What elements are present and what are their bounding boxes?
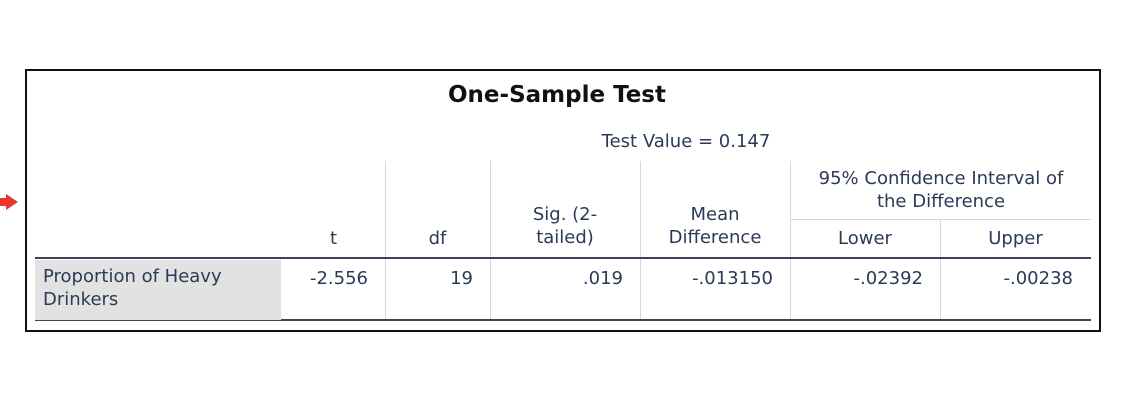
ci-header-divider: [791, 219, 1091, 220]
row-label-line2: Drinkers: [43, 289, 119, 310]
row-marker-arrow-icon: [0, 194, 18, 210]
cell-df: 19: [450, 268, 473, 289]
cell-lower: -.02392: [853, 268, 923, 289]
col-divider: [640, 161, 641, 320]
col-header-upper: Upper: [988, 228, 1043, 249]
ci-header-line2: the Difference: [876, 191, 1006, 212]
cell-upper: -.00238: [1003, 268, 1073, 289]
col-header-sig-line1: Sig. (2-: [532, 204, 598, 225]
header-bottom-rule: [35, 257, 1091, 259]
col-header-mean-line1: Mean: [690, 204, 740, 225]
col-header-lower: Lower: [838, 228, 892, 249]
col-header-t: t: [329, 228, 338, 249]
table-bottom-rule: [35, 319, 1091, 321]
col-divider: [490, 161, 491, 320]
col-header-sig-line2: tailed): [536, 227, 594, 248]
cell-mean-difference: -.013150: [692, 268, 773, 289]
row-label-cell: [35, 260, 281, 320]
col-divider: [385, 161, 386, 320]
output-table-frame: [25, 69, 1101, 332]
row-label-line1: Proportion of Heavy: [43, 266, 222, 287]
ci-header-line1: 95% Confidence Interval of: [818, 168, 1064, 189]
col-header-df: df: [428, 228, 447, 249]
cell-t: -2.556: [309, 268, 368, 289]
cell-sig: .019: [582, 268, 623, 289]
test-value-label: Test Value = 0.147: [601, 131, 771, 152]
col-header-mean-line2: Difference: [668, 227, 762, 248]
col-divider: [790, 161, 791, 320]
table-title: One-Sample Test: [448, 82, 666, 108]
col-divider: [940, 220, 941, 320]
